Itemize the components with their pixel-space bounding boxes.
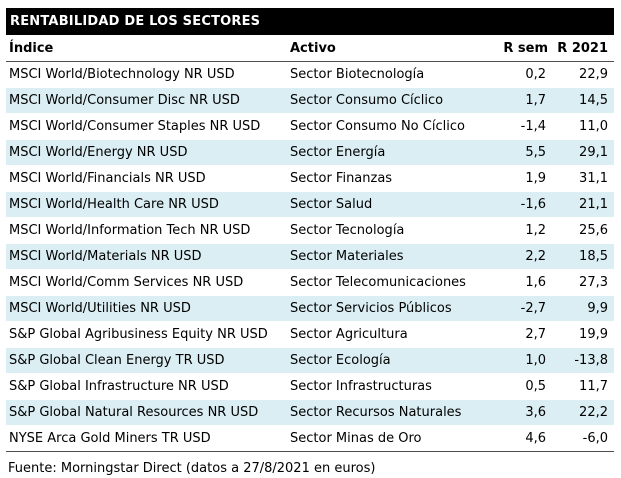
cell-r-sem: 0,5: [525, 379, 546, 394]
column-header-activo: Activo: [284, 35, 500, 62]
table-row: MSCI World/Financials NR USD Sector Fina…: [6, 165, 614, 192]
cell-r-2021: 19,9: [579, 327, 608, 342]
table-row: MSCI World/Consumer Staples NR USD Secto…: [6, 113, 614, 140]
cell-activo: Sector Recursos Naturales: [290, 405, 462, 420]
table-header: Índice Activo R sem R 2021: [6, 35, 614, 62]
cell-r-2021: 27,3: [579, 275, 608, 290]
column-header-r-sem: R sem: [500, 35, 548, 62]
panel-title: RENTABILIDAD DE LOS SECTORES: [6, 8, 614, 35]
cell-indice: S&P Global Agribusiness Equity NR USD: [9, 327, 268, 342]
cell-r-2021: 21,1: [579, 197, 608, 212]
cell-r-2021: 25,6: [579, 223, 608, 238]
cell-r-2021: 18,5: [579, 249, 608, 264]
table-row: MSCI World/Consumer Disc NR USD Sector C…: [6, 87, 614, 114]
cell-r-sem: 3,6: [525, 405, 546, 420]
cell-activo: Sector Agricultura: [290, 327, 408, 342]
table-row: S&P Global Natural Resources NR USD Sect…: [6, 399, 614, 426]
table-header-row: Índice Activo R sem R 2021: [6, 35, 614, 62]
cell-r-2021: 29,1: [579, 145, 608, 160]
cell-r-sem: 5,5: [525, 145, 546, 160]
cell-indice: MSCI World/Financials NR USD: [9, 171, 206, 186]
cell-r-2021: 22,9: [579, 67, 608, 82]
table-row: NYSE Arca Gold Miners TR USD Sector Mina…: [6, 425, 614, 452]
cell-indice: MSCI World/Biotechnology NR USD: [9, 67, 235, 82]
cell-r-2021: 31,1: [579, 171, 608, 186]
cell-activo: Sector Biotecnología: [290, 67, 425, 82]
cell-indice: S&P Global Natural Resources NR USD: [9, 405, 259, 420]
cell-r-sem: -1,4: [520, 119, 546, 134]
cell-r-sem: 1,6: [525, 275, 546, 290]
table-row: S&P Global Infrastructure NR USD Sector …: [6, 373, 614, 400]
cell-activo: Sector Energía: [290, 145, 386, 160]
cell-r-2021: 22,2: [579, 405, 608, 420]
cell-activo: Sector Servicios Públicos: [290, 301, 452, 316]
cell-activo: Sector Tecnología: [290, 223, 405, 238]
cell-r-2021: 11,7: [579, 379, 608, 394]
cell-r-sem: -1,6: [520, 197, 546, 212]
cell-r-sem: 2,7: [525, 327, 546, 342]
cell-activo: Sector Consumo Cíclico: [290, 93, 444, 108]
column-header-indice: Índice: [6, 35, 284, 62]
table-row: S&P Global Agribusiness Equity NR USD Se…: [6, 321, 614, 348]
table-row: MSCI World/Health Care NR USD Sector Sal…: [6, 191, 614, 218]
cell-indice: MSCI World/Information Tech NR USD: [9, 223, 251, 238]
cell-r-sem: 0,2: [525, 67, 546, 82]
cell-r-sem: 1,9: [525, 171, 546, 186]
cell-activo: Sector Finanzas: [290, 171, 393, 186]
cell-activo: Sector Materiales: [290, 249, 404, 264]
cell-r-sem: 1,2: [525, 223, 546, 238]
sectors-panel: RENTABILIDAD DE LOS SECTORES Índice Acti…: [6, 8, 614, 476]
cell-r-sem: 2,2: [525, 249, 546, 264]
table-row: MSCI World/Information Tech NR USD Secto…: [6, 217, 614, 244]
cell-indice: S&P Global Infrastructure NR USD: [9, 379, 229, 394]
cell-activo: Sector Consumo No Cíclico: [290, 119, 465, 134]
cell-r-2021: 11,0: [579, 119, 608, 134]
cell-indice: MSCI World/Consumer Staples NR USD: [9, 119, 261, 134]
cell-indice: NYSE Arca Gold Miners TR USD: [6, 425, 284, 452]
column-header-r-2021: R 2021: [548, 35, 614, 62]
cell-activo: Sector Telecomunicaciones: [290, 275, 466, 290]
cell-r-sem: 1,7: [525, 93, 546, 108]
cell-r-sem: -2,7: [520, 301, 546, 316]
cell-r-sem: 4,6: [500, 425, 548, 452]
cell-r-2021: -13,8: [574, 353, 608, 368]
table-row: MSCI World/Materials NR USD Sector Mater…: [6, 243, 614, 270]
table-body: MSCI World/Biotechnology NR USD Sector B…: [6, 61, 614, 452]
cell-indice: MSCI World/Health Care NR USD: [9, 197, 219, 212]
cell-indice: S&P Global Clean Energy TR USD: [9, 353, 225, 368]
table-row: MSCI World/Comm Services NR USD Sector T…: [6, 269, 614, 296]
cell-r-2021: -6,0: [548, 425, 614, 452]
table-row: MSCI World/Utilities NR USD Sector Servi…: [6, 295, 614, 322]
cell-activo: Sector Infrastructuras: [290, 379, 432, 394]
sectors-table: Índice Activo R sem R 2021 MSCI World/Bi…: [6, 35, 614, 452]
cell-r-sem: 1,0: [525, 353, 546, 368]
cell-indice: MSCI World/Consumer Disc NR USD: [9, 93, 240, 108]
cell-r-2021: 14,5: [579, 93, 608, 108]
cell-indice: MSCI World/Energy NR USD: [9, 145, 188, 160]
cell-indice: MSCI World/Materials NR USD: [9, 249, 202, 264]
cell-r-2021: 9,9: [587, 301, 608, 316]
cell-indice: MSCI World/Comm Services NR USD: [9, 275, 244, 290]
table-row: S&P Global Clean Energy TR USD Sector Ec…: [6, 347, 614, 374]
cell-activo: Sector Salud: [290, 197, 373, 212]
table-row: MSCI World/Energy NR USD Sector Energía …: [6, 139, 614, 166]
cell-indice: MSCI World/Utilities NR USD: [9, 301, 191, 316]
table-row: MSCI World/Biotechnology NR USD Sector B…: [6, 61, 614, 88]
source-note: Fuente: Morningstar Direct (datos a 27/8…: [8, 461, 376, 476]
cell-activo: Sector Minas de Oro: [284, 425, 500, 452]
cell-activo: Sector Ecología: [290, 353, 391, 368]
